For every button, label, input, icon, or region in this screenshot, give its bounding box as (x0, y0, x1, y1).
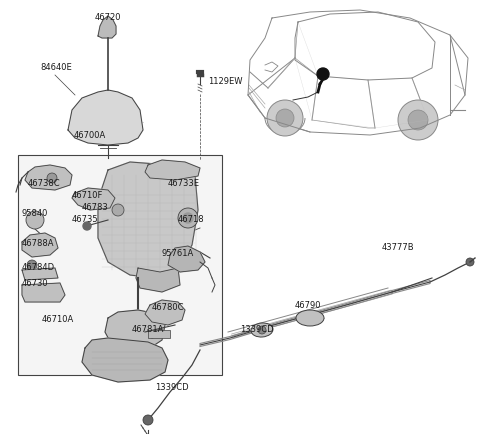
Circle shape (178, 208, 198, 228)
Text: 46783: 46783 (82, 204, 109, 213)
Circle shape (47, 173, 57, 183)
Polygon shape (25, 165, 72, 190)
Text: 46784D: 46784D (22, 263, 55, 273)
Polygon shape (145, 160, 200, 180)
Ellipse shape (296, 310, 324, 326)
Polygon shape (145, 300, 185, 325)
Circle shape (398, 100, 438, 140)
Text: 46700A: 46700A (74, 131, 106, 139)
Polygon shape (168, 246, 205, 272)
Text: 46790: 46790 (295, 300, 322, 309)
Text: 1129EW: 1129EW (208, 78, 242, 86)
Text: 46733E: 46733E (168, 178, 200, 187)
Circle shape (43, 237, 53, 247)
Polygon shape (98, 16, 116, 38)
Circle shape (112, 204, 124, 216)
Circle shape (143, 415, 153, 425)
Circle shape (317, 68, 329, 80)
Polygon shape (72, 188, 115, 210)
Circle shape (267, 100, 303, 136)
Bar (148, 330, 170, 338)
Text: 84640E: 84640E (40, 63, 72, 72)
Circle shape (258, 326, 266, 334)
Polygon shape (22, 283, 65, 302)
Circle shape (408, 110, 428, 130)
Polygon shape (98, 162, 198, 278)
Polygon shape (105, 310, 165, 350)
Text: 46720: 46720 (95, 13, 121, 23)
Text: 46780C: 46780C (152, 303, 184, 312)
Text: 1339CD: 1339CD (240, 326, 274, 335)
Bar (18, 155, 222, 375)
Circle shape (27, 260, 37, 270)
Ellipse shape (251, 323, 273, 337)
Polygon shape (68, 90, 143, 145)
Text: 46710F: 46710F (72, 191, 103, 201)
Circle shape (276, 109, 294, 127)
Text: 95761A: 95761A (162, 249, 194, 257)
Circle shape (83, 222, 91, 230)
Text: 46730: 46730 (22, 279, 48, 287)
Polygon shape (82, 338, 168, 382)
Circle shape (183, 213, 193, 223)
Text: 46710A: 46710A (42, 316, 74, 325)
Polygon shape (22, 233, 58, 257)
Text: 1339CD: 1339CD (155, 384, 189, 392)
Text: 95840: 95840 (22, 208, 48, 217)
Text: 46738C: 46738C (28, 178, 60, 187)
Text: 43777B: 43777B (382, 243, 415, 253)
Circle shape (26, 211, 44, 229)
Text: 46781A: 46781A (132, 326, 164, 335)
Polygon shape (22, 268, 58, 280)
Text: 46788A: 46788A (22, 239, 55, 247)
Text: 46735: 46735 (72, 216, 98, 224)
Circle shape (466, 258, 474, 266)
Text: 46718: 46718 (178, 216, 204, 224)
Polygon shape (136, 268, 180, 292)
